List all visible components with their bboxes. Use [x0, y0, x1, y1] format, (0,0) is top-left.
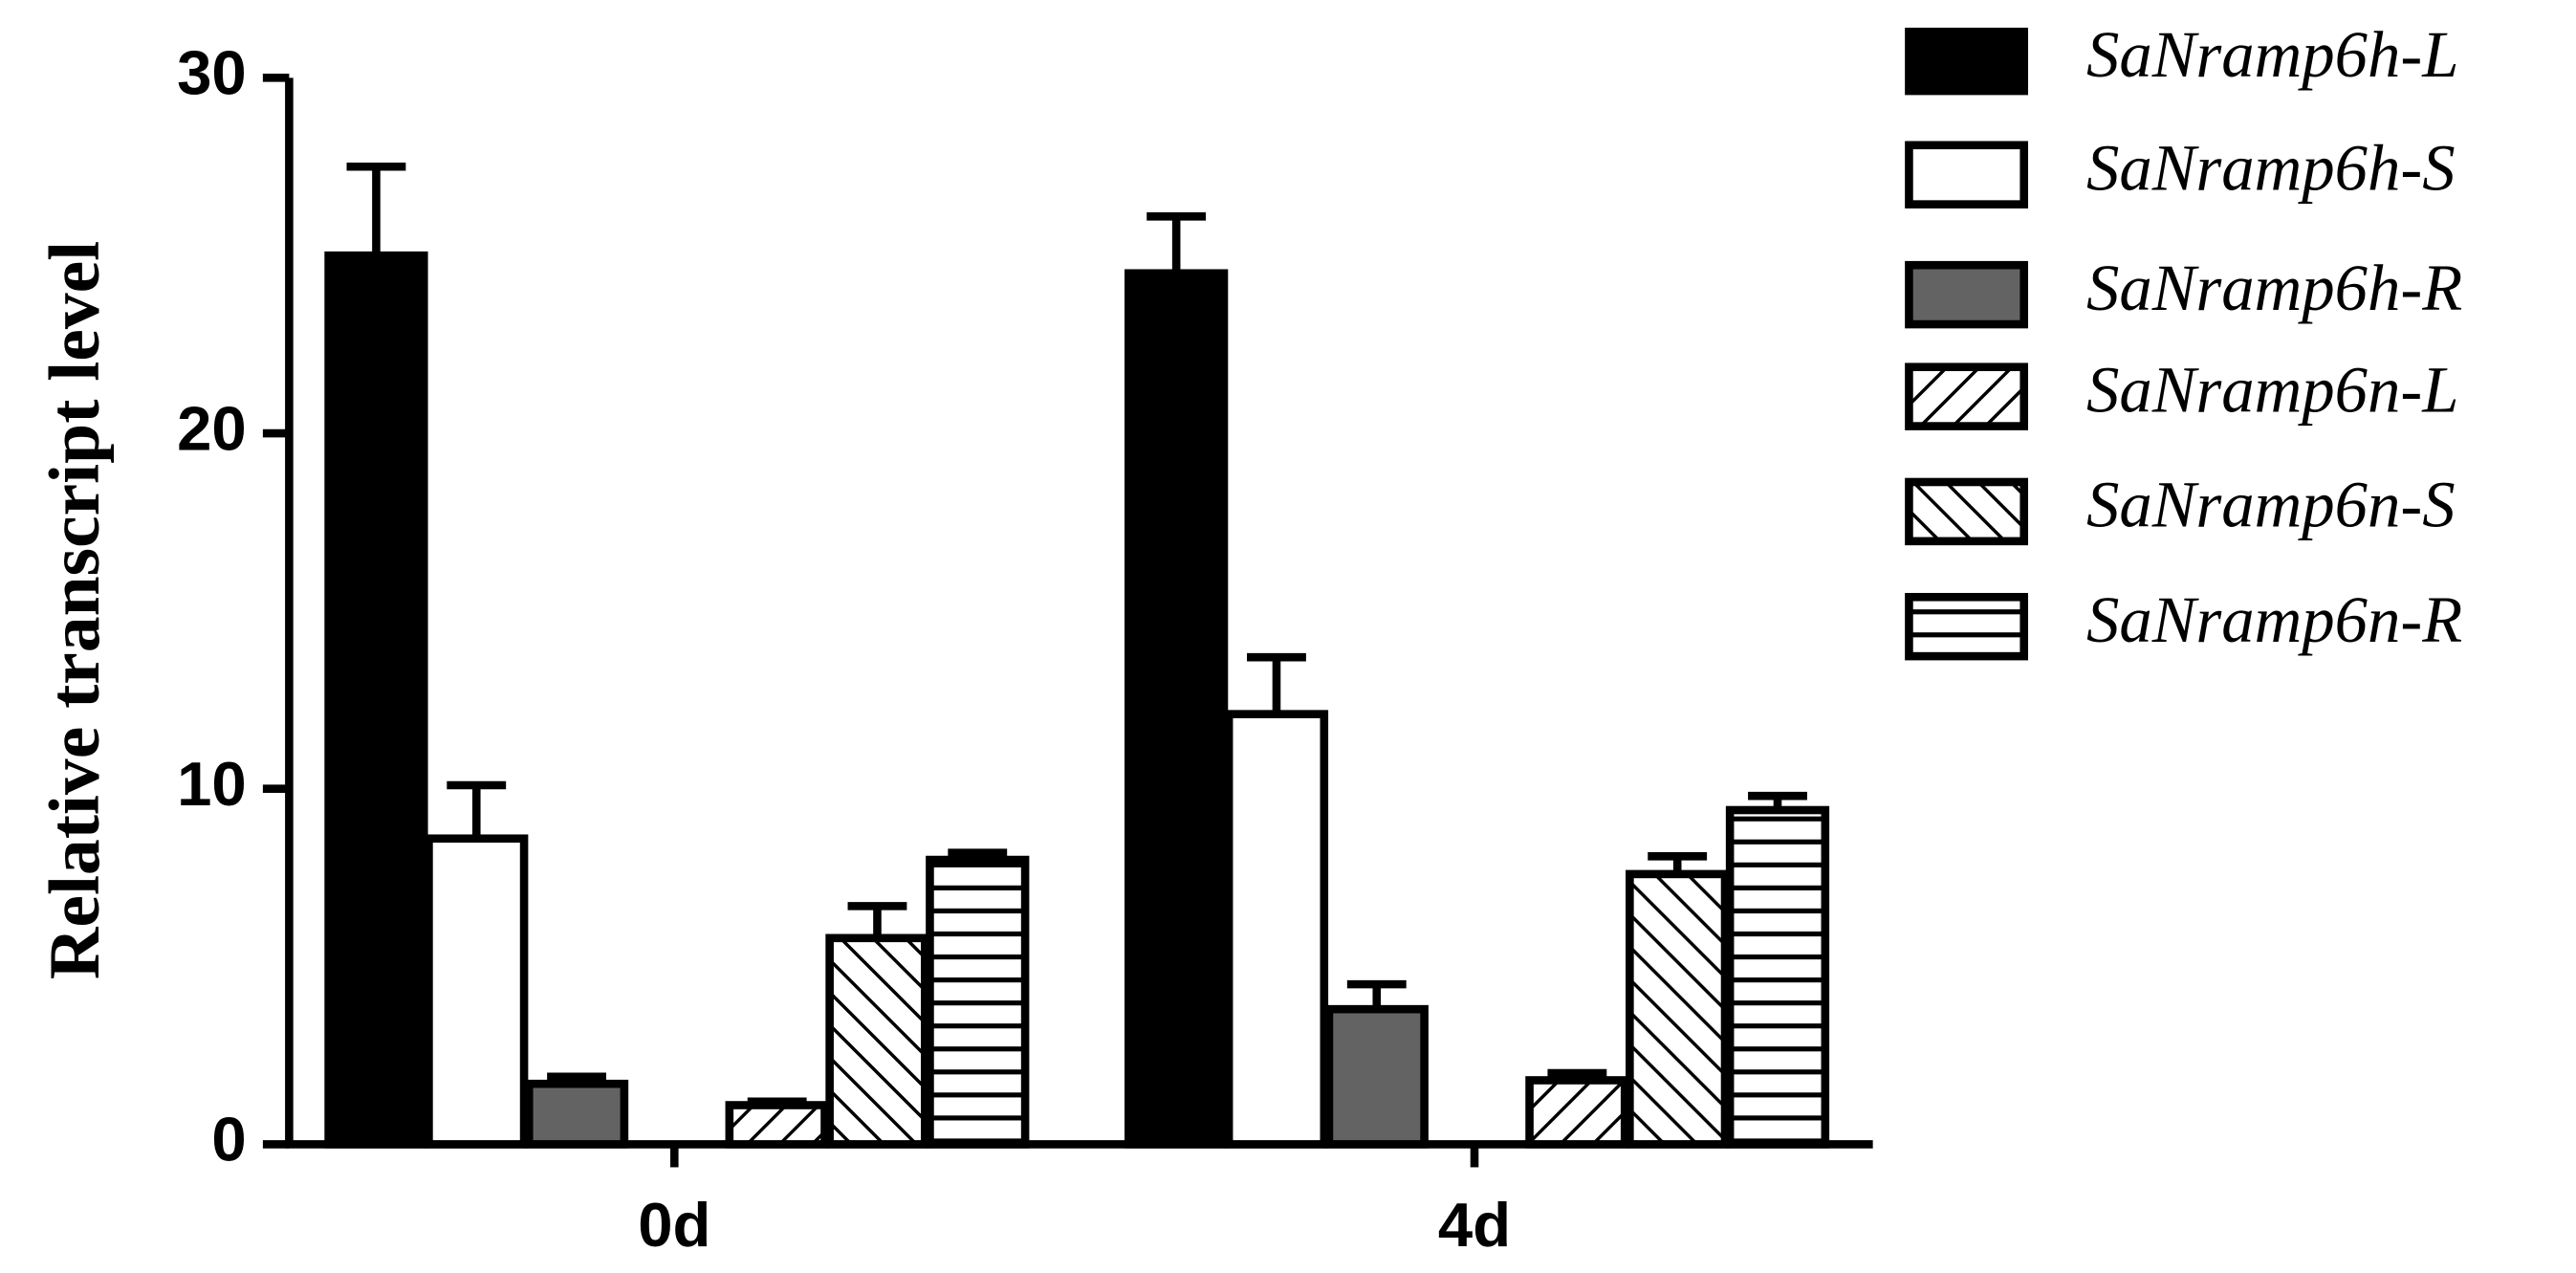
legend-swatch: [1905, 477, 2029, 546]
bar: [1525, 1076, 1629, 1149]
bar: [324, 251, 428, 1149]
legend-label: SaNramp6n-S: [2086, 469, 2456, 541]
x-tick-label: 4d: [1438, 1190, 1511, 1260]
legend-swatch: [1905, 141, 2029, 209]
legend-swatch: [1905, 362, 2029, 430]
legend-label: SaNramp6h-R: [2086, 252, 2462, 324]
x-tick-label: 0d: [638, 1190, 710, 1260]
bar: [1324, 1004, 1429, 1149]
legend-label: SaNramp6n-R: [2086, 583, 2462, 656]
bar: [725, 1101, 829, 1149]
bar: [1626, 869, 1730, 1149]
bar: [1224, 710, 1329, 1149]
y-tick-label: 30: [177, 38, 247, 108]
bar: [926, 855, 1030, 1149]
legend-swatch: [1905, 27, 2029, 96]
bar: [524, 1079, 629, 1149]
legend-swatch: [1905, 592, 2029, 661]
bar: [425, 834, 529, 1149]
legend-label: SaNramp6h-S: [2086, 131, 2456, 204]
y-tick-label: 0: [211, 1105, 246, 1174]
y-tick-label: 10: [177, 749, 247, 819]
bar: [1725, 805, 1830, 1149]
y-axis-label: Relative transcript level: [35, 241, 115, 979]
legend-label: SaNramp6n-L: [2086, 353, 2458, 426]
y-tick-label: 20: [177, 393, 247, 463]
legend-label: SaNramp6h-L: [2086, 18, 2458, 91]
legend-swatch: [1905, 260, 2029, 329]
bar: [825, 933, 929, 1149]
bar: [1124, 269, 1229, 1149]
